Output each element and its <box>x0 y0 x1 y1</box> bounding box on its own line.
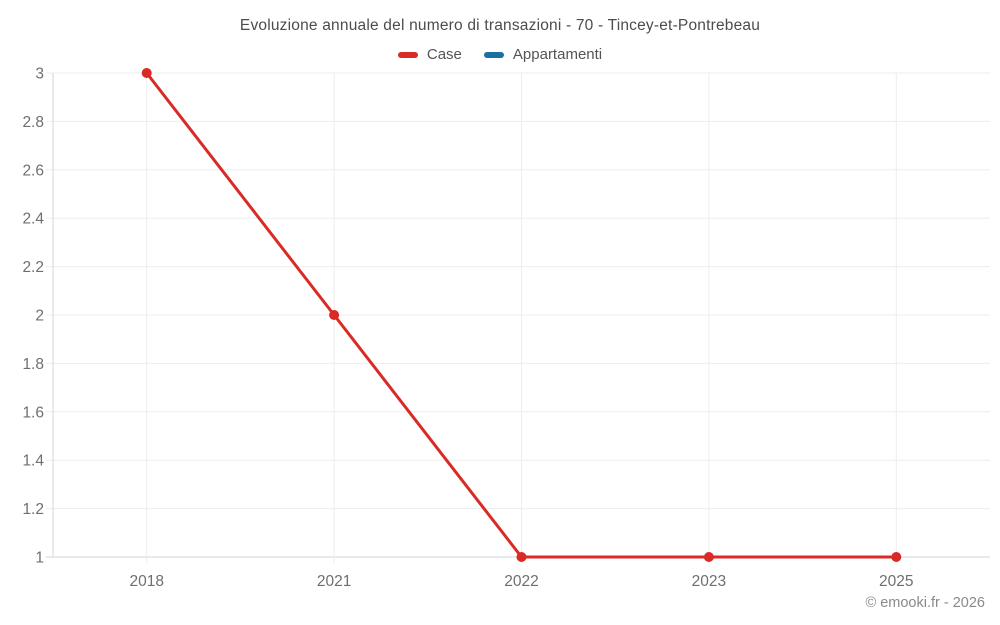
y-axis-tick-label: 1.8 <box>22 356 44 373</box>
y-axis-tick-label: 3 <box>35 66 44 83</box>
x-axis-tick-label: 2023 <box>692 573 726 590</box>
legend-item-case[interactable]: Case <box>397 46 462 63</box>
chart-title: Evoluzione annuale del numero di transaz… <box>239 17 761 34</box>
data-point-case[interactable] <box>891 552 902 562</box>
y-axis-tick-label: 2.2 <box>22 259 44 276</box>
y-axis-tick-label: 2.6 <box>22 162 44 179</box>
y-axis-tick-label: 1.2 <box>22 501 44 518</box>
y-axis-tick-label: 1.6 <box>22 404 44 421</box>
x-axis-tick-label: 2018 <box>129 573 163 590</box>
x-axis-tick-label: 2025 <box>879 573 913 590</box>
data-point-case[interactable] <box>329 310 340 320</box>
data-point-case[interactable] <box>703 552 714 562</box>
legend-swatch-appartamenti-icon <box>483 51 504 58</box>
legend-item-appartamenti[interactable]: Appartamenti <box>483 46 603 63</box>
chart-legend: Case Appartamenti <box>0 46 1000 63</box>
copyright-note: © emooki.fr - 2026 <box>865 595 985 611</box>
x-axis-tick-label: 2022 <box>504 573 538 590</box>
data-point-case[interactable] <box>141 68 152 78</box>
data-point-case[interactable] <box>516 552 527 562</box>
y-axis-tick-label: 2.8 <box>22 114 44 131</box>
y-axis-tick-label: 2 <box>35 308 44 325</box>
x-axis-tick-label: 2021 <box>317 573 351 590</box>
y-axis-tick-label: 1 <box>35 550 44 567</box>
legend-swatch-case-icon <box>397 51 418 58</box>
y-axis-tick-label: 1.4 <box>22 453 44 470</box>
legend-label-appartamenti: Appartamenti <box>512 46 603 63</box>
legend-label-case: Case <box>426 46 462 63</box>
y-axis-tick-label: 2.4 <box>22 211 44 228</box>
